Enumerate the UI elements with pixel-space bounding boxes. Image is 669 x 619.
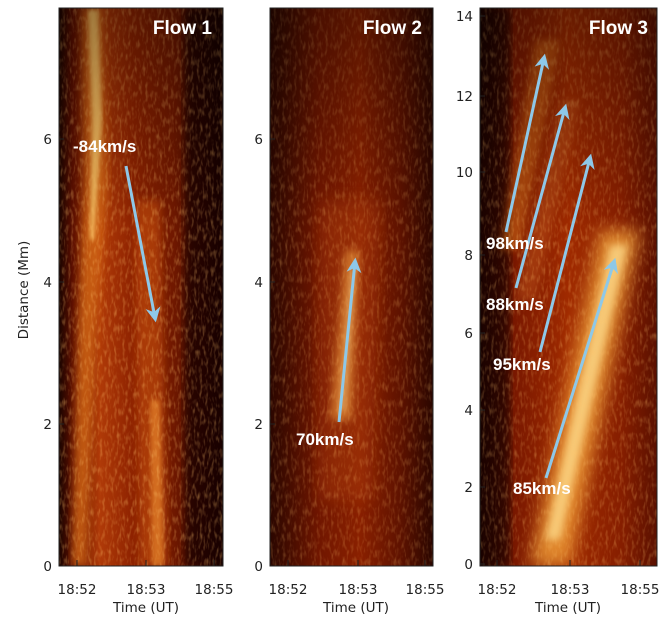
panel-1-frame [58,7,224,567]
panel-2-speed-label: 70km/s [296,430,354,449]
panel-2-xlabel: Time (UT) [322,600,389,616]
panel-3-xtick-1852: 18:52 [478,582,517,598]
panel-1-ticks [59,138,215,567]
panel-flow-2: 0 2 4 6 18:52 18:53 18:55 Time (UT) Flow… [254,7,445,616]
panel-3-ytick-2: 2 [464,480,473,496]
panel-1-ytick-2: 2 [43,417,52,433]
panel-1-ytick-4: 4 [43,275,52,291]
panel-3-ytick-4: 4 [464,403,473,419]
panel-3-arrow-98 [504,53,550,233]
panel-3-ytick-10: 10 [456,165,473,181]
panel-3-ytick-14: 14 [456,9,473,25]
panel-2-xtick-1855: 18:55 [406,582,445,598]
panel-3-title: Flow 3 [589,18,648,39]
panel-flow-1: 0 2 4 6 18:52 18:53 18:55 Time (UT) Flow… [43,7,234,616]
panel-2-ytick-2: 2 [254,417,263,433]
panel-1-xlabel: Time (UT) [112,600,179,616]
y-axis-label: Distance (Mm) [16,241,32,340]
panel-3-xlabel: Time (UT) [534,600,601,616]
panel-2-ytick-4: 4 [254,275,263,291]
panel-2-ticks [270,138,426,567]
panel-2-arrow [337,257,362,423]
panel-2-ytick-0: 0 [254,559,263,575]
panel-1-image [59,8,223,566]
panel-3-ytick-6: 6 [464,326,473,342]
panel-1-speed-label: -84km/s [73,137,136,156]
panel-1-xtick-1852: 18:52 [58,582,97,598]
panel-flow-3: 0 2 4 6 8 10 12 14 18:52 18:53 18:55 Tim… [456,7,660,616]
panel-1-title: Flow 1 [153,18,213,39]
panel-3-arrow-95 [538,153,595,353]
panel-2-title: Flow 2 [363,18,422,39]
panel-2-frame [269,7,434,567]
panel-3-ytick-0: 0 [464,557,473,573]
panel-3-arrow-85 [544,257,619,479]
panel-3-xtick-1855: 18:55 [621,582,660,598]
panel-1-ytick-0: 0 [43,559,52,575]
panel-1-ytick-6: 6 [43,132,52,148]
panel-1-arrow [124,165,161,323]
panel-1-xtick-1855: 18:55 [195,582,234,598]
panel-3-ytick-12: 12 [456,89,473,105]
panel-3-speed-label-88: 88km/s [486,295,544,314]
panel-3-speed-label-85: 85km/s [513,479,571,498]
panel-3-ticks [480,15,641,566]
panel-2-xtick-1853: 18:53 [339,582,378,598]
panel-2-ytick-6: 6 [254,132,263,148]
panel-3-image [480,8,657,566]
panel-3-speed-label-95: 95km/s [493,355,551,374]
panel-2-xtick-1852: 18:52 [269,582,308,598]
panel-3-speed-label-98: 98km/s [486,234,544,253]
panel-3-ytick-8: 8 [464,248,473,264]
panel-3-frame [479,7,658,567]
panel-3-xtick-1853: 18:53 [551,582,590,598]
panel-3-arrow-88 [514,103,570,289]
panel-1-xtick-1853: 18:53 [127,582,166,598]
